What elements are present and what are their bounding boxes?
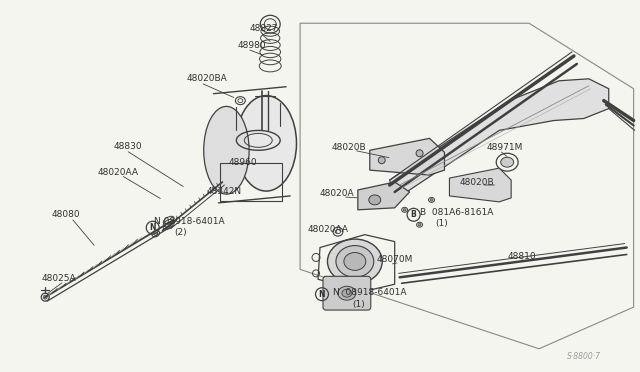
Text: 48025A: 48025A — [41, 274, 76, 283]
Polygon shape — [390, 79, 609, 200]
Ellipse shape — [500, 157, 514, 167]
Ellipse shape — [338, 286, 356, 300]
Ellipse shape — [204, 106, 249, 194]
Text: 48020AA: 48020AA — [98, 168, 139, 177]
Text: 48080: 48080 — [51, 210, 80, 219]
Text: 48830: 48830 — [114, 142, 143, 151]
Text: 48020A: 48020A — [320, 189, 355, 198]
Text: 48020BA: 48020BA — [187, 74, 227, 83]
Polygon shape — [358, 182, 410, 210]
Text: 48810: 48810 — [507, 252, 536, 261]
Text: N 08918-6401A: N 08918-6401A — [154, 217, 225, 226]
Text: 48020AA: 48020AA — [308, 225, 349, 234]
Text: 48070M: 48070M — [377, 255, 413, 264]
Text: 48827: 48827 — [250, 24, 278, 33]
Bar — [220, 163, 282, 201]
Text: 48020B: 48020B — [460, 177, 494, 186]
Ellipse shape — [416, 150, 423, 157]
Ellipse shape — [378, 157, 385, 164]
Text: N: N — [319, 290, 325, 299]
Text: S·8800·7: S·8800·7 — [567, 352, 601, 361]
FancyBboxPatch shape — [323, 276, 371, 310]
Ellipse shape — [430, 199, 433, 201]
Polygon shape — [370, 138, 444, 175]
Text: (1): (1) — [352, 299, 365, 309]
Ellipse shape — [236, 96, 296, 191]
Ellipse shape — [342, 289, 352, 297]
Text: B: B — [411, 210, 417, 219]
Ellipse shape — [44, 295, 47, 299]
Text: 48342N: 48342N — [207, 187, 242, 196]
Text: (2): (2) — [175, 228, 188, 237]
Ellipse shape — [336, 246, 374, 277]
Text: N  08918-6401A: N 08918-6401A — [333, 288, 406, 297]
Text: 48020B: 48020B — [332, 143, 367, 152]
Ellipse shape — [418, 224, 421, 226]
Text: N: N — [150, 223, 156, 232]
Text: 48980: 48980 — [237, 41, 266, 49]
Ellipse shape — [369, 195, 381, 205]
Ellipse shape — [328, 239, 382, 284]
Text: 48960: 48960 — [228, 158, 257, 167]
Ellipse shape — [403, 209, 406, 211]
Polygon shape — [449, 168, 511, 202]
Text: (1): (1) — [435, 219, 448, 228]
Ellipse shape — [344, 253, 366, 270]
Text: B  081A6-8161A: B 081A6-8161A — [420, 208, 493, 217]
Text: 48971M: 48971M — [486, 143, 523, 152]
